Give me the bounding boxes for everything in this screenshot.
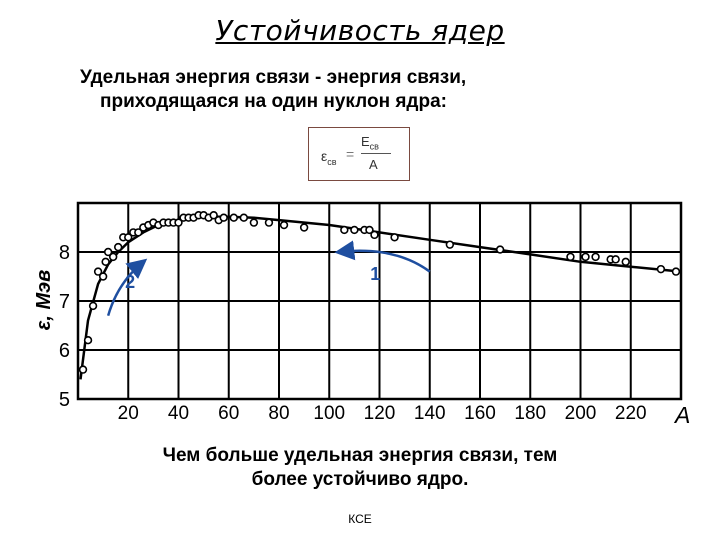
data-point <box>229 213 238 222</box>
y-tick-label: 8 <box>59 242 70 264</box>
data-point <box>495 245 505 254</box>
formula-numerator: Eсв <box>361 134 379 152</box>
x-tick-label: 200 <box>565 403 597 424</box>
data-point <box>350 225 359 235</box>
footer-label: КСЕ <box>348 512 372 526</box>
data-point <box>566 252 575 262</box>
x-tick-label: 40 <box>168 403 189 424</box>
data-point <box>264 218 274 227</box>
data-point <box>445 240 455 249</box>
slide-title: Устойчивость ядер <box>215 14 505 47</box>
intro-text: Удельная энергия связи - энергия связи, … <box>80 66 640 114</box>
data-point <box>103 247 113 257</box>
data-point <box>88 301 98 311</box>
data-point <box>113 242 123 252</box>
data-point <box>174 218 183 227</box>
formula-num-symbol: E <box>361 134 370 149</box>
data-point <box>239 213 249 222</box>
data-point <box>249 218 259 227</box>
formula-lhs-symbol: ε <box>321 148 328 164</box>
data-point <box>134 228 143 237</box>
data-point <box>671 267 681 276</box>
data-point <box>83 336 93 345</box>
annotation-arrow <box>106 258 148 317</box>
data-point <box>98 272 108 281</box>
data-point <box>124 233 133 242</box>
conclusion-line2: более устойчиво ядро. <box>251 469 469 490</box>
data-point <box>370 230 379 240</box>
data-point <box>390 233 399 242</box>
data-point <box>340 225 349 235</box>
intro-line2: приходящаяся на один нуклон ядра: <box>100 91 447 112</box>
formula-lhs-sub: св <box>327 156 337 167</box>
x-tick-label: 80 <box>268 403 289 424</box>
x-tick-label: 60 <box>218 403 239 424</box>
conclusion-text: Чем больше удельная энергия связи, тем б… <box>100 444 620 492</box>
x-tick-label: 140 <box>414 403 446 424</box>
data-point <box>591 252 600 262</box>
formula-equals: = <box>346 146 355 162</box>
data-point <box>621 257 630 266</box>
annotation-label: 1 <box>370 264 380 284</box>
formula-num-sub: св <box>369 141 379 152</box>
annotation-arrow <box>334 240 431 273</box>
data-point <box>611 255 620 264</box>
conclusion-line1: Чем больше удельная энергия связи, тем <box>162 445 558 466</box>
y-axis-label: ε, Мэв <box>33 270 55 330</box>
data-point <box>656 264 666 274</box>
formula-fraction-bar <box>361 153 391 154</box>
intro-line1-rest: - энергия связи, <box>309 67 467 88</box>
data-point <box>78 365 88 374</box>
x-tick-label: 180 <box>514 403 546 424</box>
annotation-label: 2 <box>125 272 135 292</box>
x-tick-label: 20 <box>118 403 139 424</box>
data-point <box>108 252 118 262</box>
x-tick-label: 100 <box>313 403 345 424</box>
data-point <box>209 211 218 220</box>
data-point <box>299 223 309 232</box>
data-point <box>279 220 289 230</box>
data-point <box>581 252 590 262</box>
formula-denominator: A <box>369 157 378 172</box>
x-tick-label: 220 <box>615 403 647 424</box>
formula-box: εсв = Eсв A <box>308 127 410 181</box>
x-axis-label: A <box>673 402 690 428</box>
y-tick-label: 7 <box>59 291 70 313</box>
data-point <box>93 267 103 276</box>
fit-curve <box>79 215 682 380</box>
y-tick-label: 6 <box>59 340 70 362</box>
x-tick-label: 120 <box>364 403 396 424</box>
formula-lhs: εсв <box>321 148 337 167</box>
y-tick-label: 5 <box>59 389 70 411</box>
data-point <box>219 213 228 222</box>
data-point <box>365 225 374 235</box>
x-tick-label: 160 <box>464 403 496 424</box>
intro-term: Удельная энергия связи <box>80 67 310 88</box>
data-point <box>101 257 110 266</box>
